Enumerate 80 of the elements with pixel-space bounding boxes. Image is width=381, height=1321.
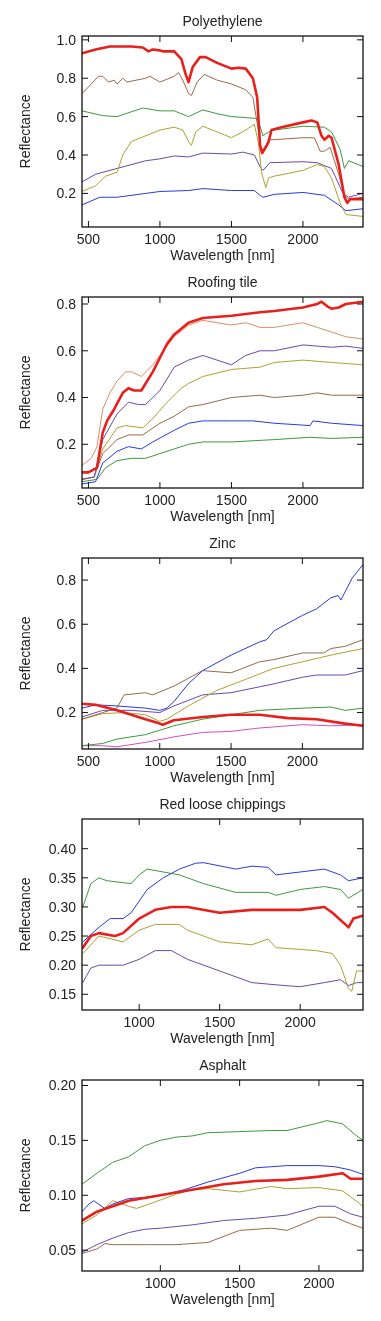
y-tick-label: 0.6: [56, 616, 77, 633]
x-tick-label: 1000: [144, 1275, 177, 1291]
line-series: [82, 862, 363, 943]
x-tick-label: 500: [76, 753, 101, 769]
line-series: [82, 950, 363, 988]
line-series: [82, 420, 363, 485]
line-series: [82, 702, 363, 728]
chart-title: Red loose chippings: [159, 796, 286, 812]
x-tick-label: 2000: [287, 231, 319, 247]
line-series: [82, 188, 363, 212]
y-tick-label: 0.10: [48, 1187, 77, 1204]
y-tick-label: 0.6: [56, 342, 77, 359]
chart-title: Asphalt: [199, 1057, 246, 1073]
x-axis-title: Wavelength [nm]: [170, 508, 275, 524]
chart-title: Zinc: [209, 535, 236, 551]
line-series: [82, 1172, 363, 1222]
y-tick-label: 0.20: [48, 957, 77, 974]
x-tick-label: 1000: [144, 753, 176, 769]
y-tick-label: 0.15: [48, 1132, 77, 1149]
y-tick-label: 0.40: [48, 840, 77, 857]
line-series: [82, 905, 363, 949]
line-series: [82, 868, 363, 908]
y-axis-title: Reflectance: [17, 877, 33, 952]
line-series: [82, 436, 363, 483]
x-tick-label: 1000: [144, 231, 176, 247]
y-tick-label: 0.8: [56, 295, 77, 312]
x-tick-label: 1000: [123, 1014, 155, 1030]
x-axis-title: Wavelength [nm]: [170, 1291, 275, 1307]
line-series: [82, 319, 363, 466]
y-tick-label: 0.15: [48, 986, 77, 1003]
y-tick-label: 1.0: [56, 31, 77, 48]
x-tick-label: 1000: [144, 492, 176, 508]
x-tick-label: 2000: [286, 753, 319, 769]
x-tick-label: 2000: [287, 492, 319, 508]
line-series: [82, 1205, 363, 1253]
line-series: [82, 45, 363, 205]
y-tick-label: 0.30: [48, 898, 77, 915]
y-tick-label: 0.20: [48, 1077, 77, 1094]
y-tick-label: 0.8: [56, 70, 77, 87]
chart-title: Polyethylene: [182, 13, 263, 29]
line-series: [82, 706, 363, 747]
line-series: [82, 123, 363, 217]
y-tick-label: 0.6: [56, 108, 77, 125]
y-tick-label: 0.25: [48, 927, 77, 944]
y-tick-label: 0.4: [56, 660, 77, 677]
line-series: [82, 1185, 363, 1225]
line-series: [82, 107, 363, 169]
line-series: [82, 670, 363, 718]
x-axis-title: Wavelength [nm]: [170, 247, 275, 263]
line-series: [82, 300, 363, 474]
y-tick-label: 0.35: [48, 869, 77, 886]
line-series: [82, 151, 363, 198]
x-tick-label: 500: [76, 492, 101, 508]
chart-title: Roofing tile: [187, 274, 258, 290]
x-tick-label: 1500: [224, 1275, 256, 1291]
y-axis-title: Reflectance: [17, 616, 33, 691]
x-tick-label: 2000: [284, 1014, 316, 1030]
x-axis-title: Wavelength [nm]: [170, 769, 275, 785]
y-tick-label: 0.2: [56, 436, 77, 453]
x-axis-title: Wavelength [nm]: [170, 1030, 275, 1046]
y-tick-label: 0.8: [56, 571, 77, 588]
y-axis-title: Reflectance: [17, 355, 33, 430]
y-tick-label: 0.4: [56, 146, 77, 163]
y-axis-title: Reflectance: [17, 1138, 33, 1213]
y-tick-label: 0.05: [48, 1242, 77, 1259]
x-tick-label: 500: [76, 231, 101, 247]
x-tick-label: 1500: [215, 492, 248, 508]
y-axis-title: Reflectance: [17, 94, 33, 169]
x-tick-label: 2000: [303, 1275, 335, 1291]
y-tick-label: 0.4: [56, 389, 77, 406]
y-tick-label: 0.2: [56, 704, 77, 721]
x-tick-label: 1500: [215, 231, 248, 247]
line-series: [82, 923, 363, 992]
x-tick-label: 1500: [215, 753, 247, 769]
line-series: [82, 71, 363, 200]
line-series: [82, 564, 363, 711]
x-tick-label: 1500: [204, 1014, 236, 1030]
line-series: [82, 1120, 363, 1185]
y-tick-label: 0.2: [56, 185, 77, 202]
line-series: [82, 1216, 363, 1254]
